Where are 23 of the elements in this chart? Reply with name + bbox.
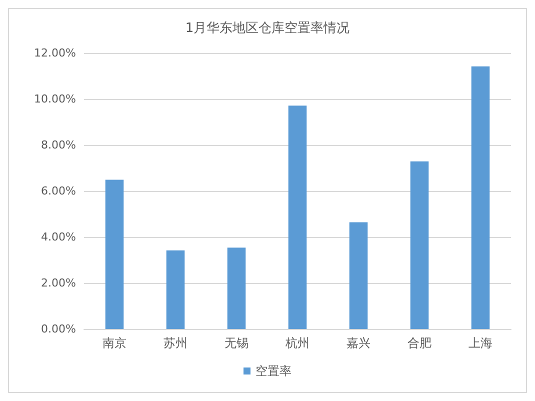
bar xyxy=(166,250,185,329)
legend-label: 空置率 xyxy=(256,364,292,378)
x-tick-label: 南京 xyxy=(102,336,126,350)
bar xyxy=(410,161,429,329)
y-tick-label: 2.00% xyxy=(41,276,76,290)
x-tick-label: 无锡 xyxy=(224,336,248,350)
x-tick-label: 合肥 xyxy=(408,336,432,350)
bar xyxy=(349,222,368,329)
x-tick-label: 嘉兴 xyxy=(346,336,370,350)
bar xyxy=(227,248,246,329)
bar xyxy=(105,180,124,329)
y-tick-label: 6.00% xyxy=(41,184,76,198)
bar xyxy=(471,66,490,329)
y-tick-label: 12.00% xyxy=(34,46,76,60)
chart-title: 1月华东地区仓库空置率情况 xyxy=(185,20,350,36)
bar xyxy=(288,106,307,329)
y-tick-label: 4.00% xyxy=(41,230,76,244)
x-tick-label: 上海 xyxy=(468,336,492,350)
y-tick-label: 0.00% xyxy=(41,322,76,336)
y-tick-label: 10.00% xyxy=(34,92,76,106)
y-tick-label: 8.00% xyxy=(41,138,76,152)
x-tick-label: 杭州 xyxy=(284,336,310,350)
x-tick-label: 苏州 xyxy=(164,336,188,350)
